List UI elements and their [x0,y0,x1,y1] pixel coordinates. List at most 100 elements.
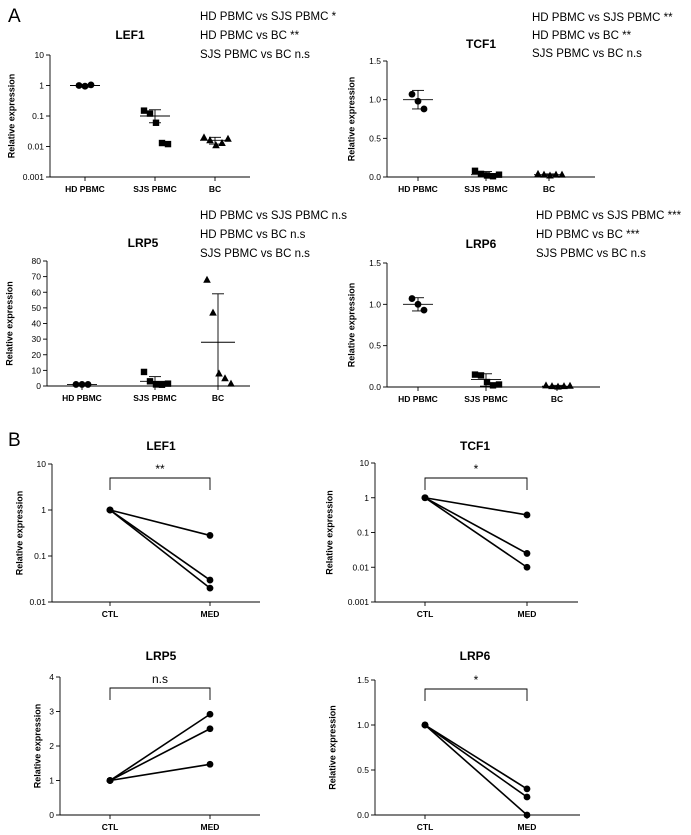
data-point [206,576,214,584]
y-axis-label: Relative expression [346,77,356,162]
data-point [203,275,211,283]
data-point [534,169,542,177]
x-category-label: BC [551,394,563,404]
comparison-text: SJS PBMC vs BC n.s [200,49,310,61]
significance-label: * [474,673,479,687]
significance-label: ** [155,462,165,476]
y-axis-label: Relative expression [6,74,16,159]
data-point [546,171,554,179]
data-point [81,82,89,90]
pair-line [424,496,528,516]
y-tick-label: 70 [32,272,42,282]
data-point [227,379,235,387]
y-tick-label: 80 [32,256,42,266]
x-category-label: MED [518,609,537,619]
y-tick-label: 50 [32,303,42,313]
x-category-label: CTL [417,822,434,832]
y-tick-label: 1 [41,505,46,515]
y-tick-label: 0.0 [357,810,369,820]
panel-label-b: B [8,430,21,451]
data-point [158,139,166,147]
data-point [408,295,416,302]
data-point [558,170,566,178]
pair-line [109,509,211,537]
y-axis-label: Relative expression [4,281,14,366]
y-tick-label: 20 [32,350,42,360]
y-tick-label: 1.5 [369,258,381,268]
chart-tcf1-a: TCF1 0.0 0.5 1.0 1.5 Relative expression HD PB… [346,12,673,194]
x-category-label: MED [518,822,537,832]
y-tick-label: 0.5 [369,341,381,351]
chart-title: LEF1 [115,28,145,42]
significance-stars: *** [626,229,640,241]
data-point [548,382,556,390]
x-category-label: HD PBMC [398,394,438,404]
comparison-annotation: HD PBMC vs SJS PBMC ** [532,12,673,24]
data-point [87,81,95,89]
pair-line [424,497,528,568]
data-point [215,369,223,377]
chart-lrp6-b: LRP6 0.0 0.5 1.0 1.5 Relative expression CTL ME… [327,649,580,832]
data-point [420,105,428,113]
pair-line [424,724,528,798]
pair-line [109,763,211,782]
data-point [206,710,214,718]
data-point [523,811,531,819]
y-tick-label: 0.1 [34,551,46,561]
y-axis-label: Relative expression [32,704,42,789]
data-point [552,170,560,178]
data-point [495,171,503,178]
data-point [566,381,574,389]
data-point [523,550,531,557]
y-tick-label: 1 [39,81,44,91]
data-point [523,785,531,793]
data-point [218,139,226,147]
data-point [408,90,416,98]
y-tick-label: 1.5 [357,675,369,685]
data-point [554,382,562,390]
y-tick-label: 1.0 [369,95,381,105]
data-point [206,532,214,539]
significance-bracket [109,687,211,700]
data-point [540,170,548,178]
significance-label: * [474,462,479,476]
significance-stars: ** [664,12,673,24]
x-category-label: SJS PBMC [464,394,507,404]
comparison-text: HD PBMC vs SJS PBMC [200,11,332,23]
y-tick-label: 0.1 [32,111,44,121]
x-category-label: HD PBMC [65,184,105,194]
data-point [140,107,148,114]
y-tick-label: 0.01 [27,142,44,152]
chart-lef1-b: LEF1 0.01 0.1 1 10 Relative expression CTL MED *… [14,439,260,619]
pair-line [109,509,211,581]
comparison-text: HD PBMC vs SJS PBMC n.s [200,210,347,222]
y-tick-label: 30 [32,334,42,344]
x-category-label: CTL [102,822,119,832]
data-point [106,506,114,514]
x-category-label: CTL [102,609,119,619]
x-category-label: SJS PBMC [464,184,507,194]
y-tick-label: 1.5 [369,56,381,66]
comparison-text: HD PBMC vs BC [536,229,626,241]
chart-title: LRP5 [146,649,177,663]
y-tick-label: 10 [37,459,47,469]
x-category-label: SJS PBMC [133,184,176,194]
significance-stars: ** [622,30,631,42]
y-axis-label: Relative expression [346,283,356,368]
data-point [200,133,208,141]
data-point [483,378,491,386]
data-point [471,371,479,378]
y-tick-label: 1 [364,493,369,503]
chart-lrp5-a: LRP5 0 10 20 30 40 50 60 70 80 Relative expression… [4,210,347,403]
pair-line [109,713,211,782]
comparison-annotation: SJS PBMC vs BC n.s [200,248,310,260]
data-point [421,494,429,502]
comparison-text: HD PBMC vs SJS PBMC [532,12,664,24]
data-point [560,382,568,390]
data-point [78,381,86,388]
data-point [477,372,485,379]
y-tick-label: 10 [35,50,45,60]
data-point [84,381,92,388]
